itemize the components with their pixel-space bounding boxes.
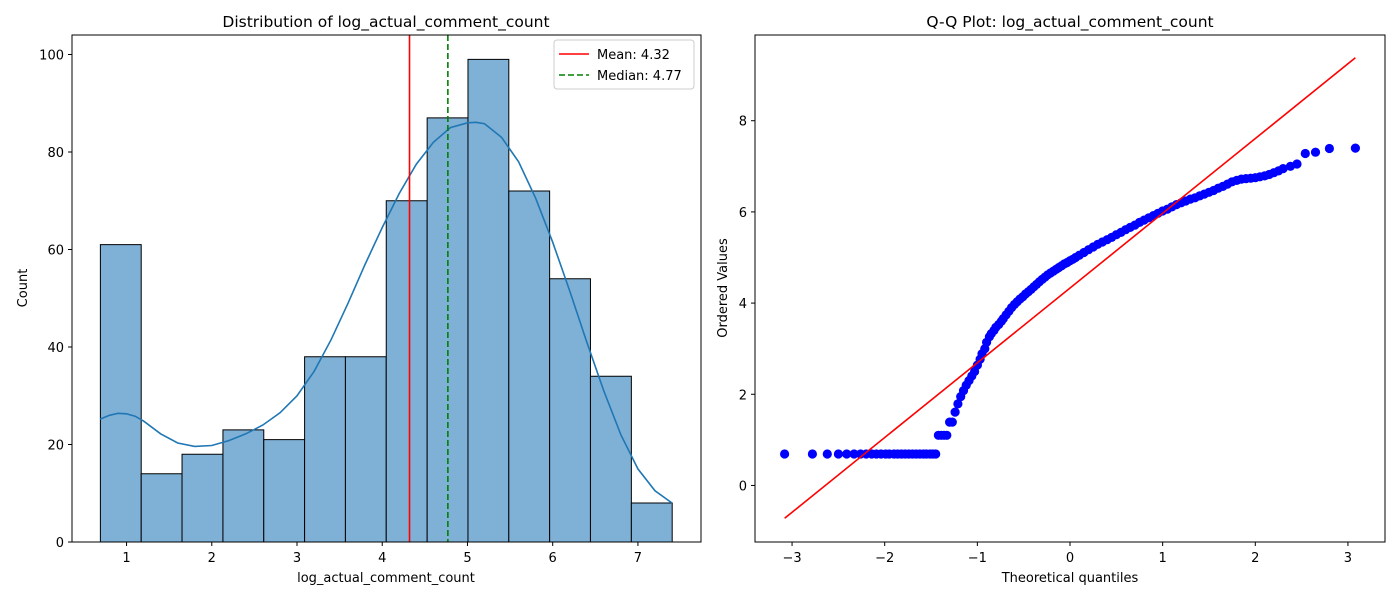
x-tick-label: 1	[1159, 551, 1167, 566]
histogram-y-ticks: 0 20 40 60 80 100	[39, 49, 72, 551]
histogram-axes-frame	[71, 34, 702, 543]
histogram-x-ticks: 1 2 3 4 5 6 7	[122, 542, 642, 566]
qq-point	[807, 449, 818, 459]
histogram-bar	[222, 429, 265, 543]
qq-plot-panel: Q-Q Plot: log_actual_comment_count −3 −2−…	[716, 13, 1386, 586]
x-tick-label: −3	[782, 551, 801, 566]
qq-points	[780, 143, 1360, 459]
qq-point	[942, 430, 952, 440]
legend: Mean: 4.32 Median: 4.77	[553, 39, 695, 90]
x-tick-label: 1	[122, 551, 130, 566]
qq-point	[1310, 147, 1321, 157]
histogram-bar	[263, 439, 306, 543]
legend-label-median: Median: 4.77	[597, 69, 682, 84]
x-tick-label: 2	[208, 551, 216, 566]
x-tick-label: 6	[549, 551, 557, 566]
x-tick-label: 3	[1344, 551, 1352, 566]
x-tick-label: −1	[968, 551, 987, 566]
legend-box	[553, 39, 695, 90]
qq-point	[822, 449, 832, 459]
qq-point	[950, 407, 960, 417]
legend-label-mean: Mean: 4.32	[597, 48, 670, 63]
qq-x-ticks: −3 −2 −1 0 1 2 3	[782, 542, 1352, 566]
y-tick-label: 100	[39, 49, 64, 64]
x-tick-label: 7	[634, 551, 642, 566]
qq-y-ticks: 0 2 4 6 8	[739, 115, 755, 494]
kde-curve	[99, 121, 673, 504]
qq-point	[833, 449, 844, 459]
histogram-bar	[508, 190, 551, 543]
qq-point	[1278, 164, 1288, 174]
y-tick-label: 20	[47, 439, 64, 454]
qq-point	[1350, 143, 1360, 153]
qq-fit-line	[784, 57, 1356, 519]
y-tick-label: 40	[47, 341, 64, 356]
histogram-bar	[344, 356, 387, 543]
qq-x-axis-label: Theoretical quantiles	[1001, 571, 1139, 586]
histogram-bar	[467, 58, 510, 543]
x-tick-label: 5	[463, 551, 471, 566]
histogram-bar	[549, 278, 591, 543]
qq-point	[780, 449, 790, 459]
y-tick-label: 2	[739, 388, 747, 403]
histogram-bar	[589, 375, 632, 543]
qq-plot-title: Q-Q Plot: log_actual_comment_count	[926, 13, 1213, 32]
qq-point	[931, 449, 941, 459]
qq-point	[953, 399, 963, 409]
histogram-bar	[99, 244, 142, 543]
histogram-bar	[304, 356, 346, 543]
histogram-bars	[99, 58, 673, 543]
x-tick-label: 0	[1066, 551, 1074, 566]
histogram-title: Distribution of log_actual_comment_count	[222, 13, 549, 32]
qq-point	[849, 449, 859, 459]
histogram-bar	[630, 502, 673, 543]
y-tick-label: 8	[739, 115, 747, 130]
histogram-y-axis-label: Count	[16, 269, 31, 308]
qq-point	[1324, 143, 1334, 154]
qq-y-axis-label: Ordered Values	[716, 238, 731, 338]
y-tick-label: 60	[47, 244, 64, 259]
x-tick-label: 3	[293, 551, 301, 566]
x-tick-label: 2	[1251, 551, 1259, 566]
reference-lines	[408, 35, 449, 542]
qq-point	[1300, 148, 1310, 159]
y-tick-label: 80	[47, 146, 64, 161]
y-tick-label: 4	[739, 297, 747, 312]
x-tick-label: 4	[378, 551, 386, 566]
histogram-x-axis-label: log_actual_comment_count	[297, 571, 475, 586]
histogram-bar	[385, 200, 428, 543]
y-tick-label: 6	[739, 206, 747, 221]
histogram-bar	[140, 473, 183, 543]
x-tick-label: −2	[875, 551, 894, 566]
histogram-panel: Distribution of log_actual_comment_count…	[16, 13, 702, 586]
y-tick-label: 0	[739, 479, 747, 494]
qq-point	[842, 449, 852, 459]
y-tick-label: 0	[56, 536, 64, 551]
histogram-bar	[181, 453, 224, 543]
qq-point	[947, 417, 957, 427]
qq-point	[1292, 159, 1302, 169]
